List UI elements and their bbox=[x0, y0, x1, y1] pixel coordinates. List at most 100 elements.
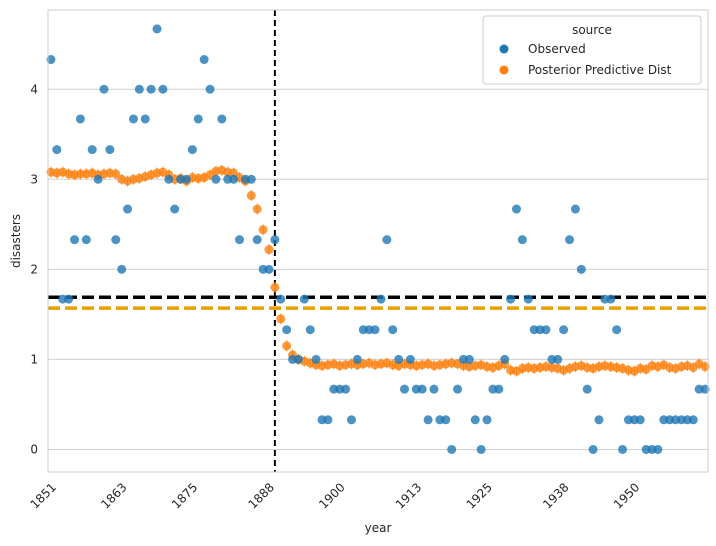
observed-point bbox=[70, 235, 80, 245]
observed-point bbox=[553, 354, 563, 364]
observed-point bbox=[511, 204, 521, 214]
observed-point bbox=[299, 294, 309, 304]
observed-point bbox=[423, 415, 433, 425]
observed-point bbox=[187, 145, 197, 155]
posterior-point bbox=[270, 282, 280, 292]
observed-point bbox=[152, 24, 162, 34]
observed-point bbox=[588, 444, 598, 454]
observed-point bbox=[158, 84, 168, 94]
observed-point bbox=[352, 354, 362, 364]
observed-point bbox=[400, 384, 410, 394]
observed-point bbox=[276, 294, 286, 304]
posterior-point bbox=[276, 314, 286, 324]
posterior-point bbox=[700, 362, 710, 372]
observed-point bbox=[346, 415, 356, 425]
observed-point bbox=[653, 444, 663, 454]
observed-point bbox=[64, 294, 74, 304]
observed-series bbox=[46, 24, 710, 454]
observed-point bbox=[453, 384, 463, 394]
observed-point bbox=[99, 84, 109, 94]
observed-point bbox=[75, 114, 85, 124]
observed-point bbox=[441, 415, 451, 425]
observed-point bbox=[382, 235, 392, 245]
observed-point bbox=[128, 114, 138, 124]
observed-point bbox=[570, 204, 580, 214]
legend-marker-posterior bbox=[499, 65, 509, 75]
observed-point bbox=[394, 354, 404, 364]
observed-point bbox=[582, 384, 592, 394]
observed-point bbox=[235, 235, 245, 245]
observed-point bbox=[305, 325, 315, 335]
y-tick-label: 3 bbox=[30, 172, 38, 186]
observed-point bbox=[211, 174, 221, 184]
legend-title: source bbox=[572, 23, 612, 37]
y-tick-label: 4 bbox=[30, 82, 38, 96]
observed-point bbox=[494, 384, 504, 394]
observed-point bbox=[388, 325, 398, 335]
observed-point bbox=[341, 384, 351, 394]
posterior-point bbox=[111, 169, 121, 179]
observed-point bbox=[606, 294, 616, 304]
observed-point bbox=[146, 84, 156, 94]
observed-point bbox=[81, 235, 91, 245]
observed-point bbox=[376, 294, 386, 304]
observed-point bbox=[134, 84, 144, 94]
observed-point bbox=[123, 204, 133, 214]
plot-frame bbox=[47, 9, 709, 473]
observed-point bbox=[323, 415, 333, 425]
observed-point bbox=[87, 145, 97, 155]
legend: source Observed Posterior Predictive Dis… bbox=[482, 15, 702, 85]
observed-point bbox=[405, 354, 415, 364]
observed-point bbox=[252, 235, 262, 245]
observed-point bbox=[111, 235, 121, 245]
grid-lines bbox=[48, 88, 708, 450]
posterior-point bbox=[252, 204, 262, 214]
observed-point bbox=[541, 325, 551, 335]
observed-point bbox=[517, 235, 527, 245]
observed-point bbox=[229, 174, 239, 184]
observed-point bbox=[476, 444, 486, 454]
observed-point bbox=[52, 145, 62, 155]
observed-point bbox=[635, 415, 645, 425]
observed-point bbox=[482, 415, 492, 425]
observed-point bbox=[618, 444, 628, 454]
observed-point bbox=[205, 84, 215, 94]
observed-point bbox=[688, 415, 698, 425]
observed-point bbox=[612, 325, 622, 335]
observed-point bbox=[464, 354, 474, 364]
observed-point bbox=[282, 325, 292, 335]
observed-point bbox=[105, 145, 115, 155]
posterior-point bbox=[246, 191, 256, 201]
legend-marker-observed bbox=[499, 44, 509, 54]
y-axis-label: disasters bbox=[9, 214, 23, 268]
observed-point bbox=[523, 294, 533, 304]
observed-point bbox=[164, 174, 174, 184]
observed-point bbox=[193, 114, 203, 124]
observed-point bbox=[311, 354, 321, 364]
legend-box bbox=[482, 15, 702, 85]
observed-point bbox=[181, 174, 191, 184]
posterior-point bbox=[264, 245, 274, 255]
observed-point bbox=[447, 444, 457, 454]
posterior-point bbox=[258, 225, 268, 235]
observed-point bbox=[264, 264, 274, 274]
y-tick-label: 2 bbox=[30, 262, 38, 276]
observed-point bbox=[117, 264, 127, 274]
observed-point bbox=[594, 415, 604, 425]
y-axis-ticks: 0 1 2 3 4 bbox=[30, 82, 38, 456]
observed-point bbox=[470, 415, 480, 425]
observed-point bbox=[559, 325, 569, 335]
y-tick-label: 0 bbox=[30, 442, 38, 456]
observed-point bbox=[270, 235, 280, 245]
y-tick-label: 1 bbox=[30, 352, 38, 366]
posterior-point bbox=[282, 341, 292, 351]
observed-point bbox=[170, 204, 180, 214]
observed-point bbox=[140, 114, 150, 124]
observed-point bbox=[506, 294, 516, 304]
observed-point bbox=[576, 264, 586, 274]
observed-point bbox=[93, 174, 103, 184]
legend-label-posterior: Posterior Predictive Dist bbox=[528, 63, 672, 77]
legend-label-observed: Observed bbox=[528, 42, 586, 56]
observed-point bbox=[565, 235, 575, 245]
x-axis-label: year bbox=[365, 521, 392, 535]
